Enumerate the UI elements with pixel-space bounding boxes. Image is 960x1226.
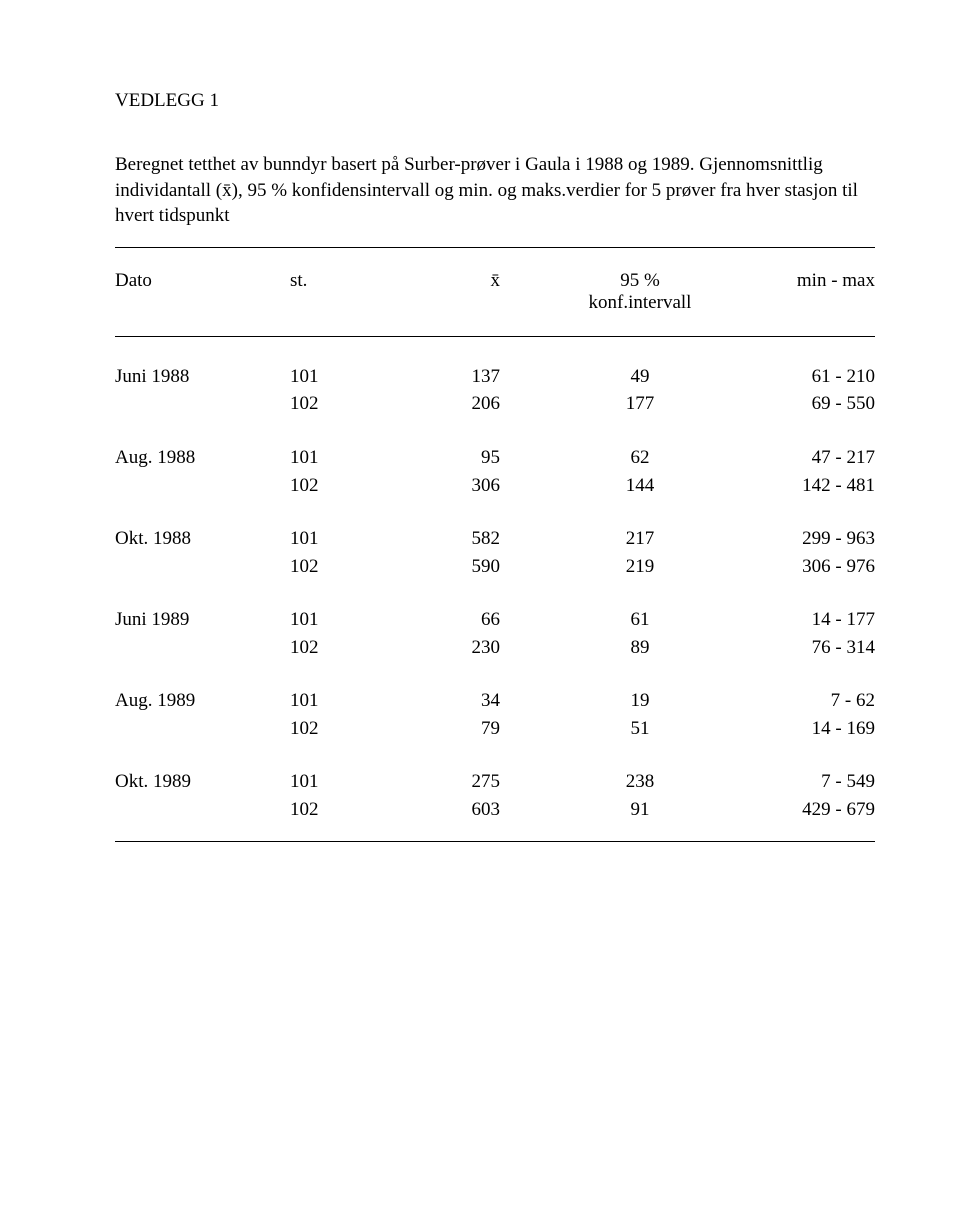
cell-conf: 51 — [560, 715, 720, 747]
cell-station: 101 — [290, 746, 420, 796]
cell-conf: 238 — [560, 746, 720, 796]
cell-minmax: 69 - 550 — [720, 390, 875, 422]
table-description: Beregnet tetthet av bunndyr basert på Su… — [115, 152, 900, 229]
col-header-conf-sub: konf.intervall — [560, 292, 720, 314]
cell-station: 102 — [290, 634, 420, 666]
cell-mean: 79 — [420, 715, 560, 747]
table-body: Juni 19881011374961 - 21010220617769 - 5… — [115, 336, 875, 842]
cell-minmax: 76 - 314 — [720, 634, 875, 666]
table-row: Juni 19881011374961 - 210 — [115, 336, 875, 390]
cell-station: 101 — [290, 584, 420, 634]
cell-minmax: 14 - 177 — [720, 584, 875, 634]
col-header-minmax: min - max — [720, 247, 875, 336]
cell-date — [115, 796, 290, 842]
cell-conf: 89 — [560, 634, 720, 666]
cell-date: Juni 1989 — [115, 584, 290, 634]
cell-mean: 275 — [420, 746, 560, 796]
cell-date: Okt. 1988 — [115, 503, 290, 553]
cell-minmax: 306 - 976 — [720, 553, 875, 585]
col-header-conf-top: 95 % — [620, 270, 660, 291]
cell-conf: 49 — [560, 336, 720, 390]
cell-minmax: 47 - 217 — [720, 422, 875, 472]
cell-mean: 603 — [420, 796, 560, 842]
cell-station: 102 — [290, 796, 420, 842]
cell-minmax: 61 - 210 — [720, 336, 875, 390]
col-header-dato: Dato — [115, 247, 290, 336]
cell-date: Juni 1988 — [115, 336, 290, 390]
cell-mean: 137 — [420, 336, 560, 390]
cell-date — [115, 553, 290, 585]
cell-mean: 306 — [420, 472, 560, 504]
cell-conf: 19 — [560, 665, 720, 715]
cell-station: 102 — [290, 390, 420, 422]
col-header-xbar: x̄ — [420, 247, 560, 336]
cell-conf: 62 — [560, 422, 720, 472]
table-row: 102306144142 - 481 — [115, 472, 875, 504]
table-row: 102795114 - 169 — [115, 715, 875, 747]
cell-date — [115, 472, 290, 504]
cell-minmax: 7 - 62 — [720, 665, 875, 715]
table-row: Okt. 1988101582217299 - 963 — [115, 503, 875, 553]
table-row: 10220617769 - 550 — [115, 390, 875, 422]
cell-station: 101 — [290, 503, 420, 553]
cell-conf: 177 — [560, 390, 720, 422]
appendix-title: VEDLEGG 1 — [115, 90, 900, 112]
table-row: Aug. 1988101956247 - 217 — [115, 422, 875, 472]
cell-minmax: 429 - 679 — [720, 796, 875, 842]
cell-station: 101 — [290, 422, 420, 472]
col-header-st: st. — [290, 247, 420, 336]
cell-mean: 590 — [420, 553, 560, 585]
cell-mean: 66 — [420, 584, 560, 634]
cell-mean: 582 — [420, 503, 560, 553]
cell-station: 102 — [290, 553, 420, 585]
table-row: Okt. 19891012752387 - 549 — [115, 746, 875, 796]
cell-conf: 61 — [560, 584, 720, 634]
density-table: Dato st. x̄ 95 % konf.intervall min - ma… — [115, 247, 875, 843]
cell-station: 101 — [290, 665, 420, 715]
cell-date: Aug. 1988 — [115, 422, 290, 472]
cell-conf: 219 — [560, 553, 720, 585]
cell-station: 102 — [290, 472, 420, 504]
cell-mean: 230 — [420, 634, 560, 666]
table-row: Juni 1989101666114 - 177 — [115, 584, 875, 634]
cell-mean: 95 — [420, 422, 560, 472]
cell-date: Okt. 1989 — [115, 746, 290, 796]
col-header-conf: 95 % konf.intervall — [560, 247, 720, 336]
cell-minmax: 7 - 549 — [720, 746, 875, 796]
cell-date — [115, 390, 290, 422]
cell-minmax: 14 - 169 — [720, 715, 875, 747]
cell-conf: 217 — [560, 503, 720, 553]
cell-minmax: 299 - 963 — [720, 503, 875, 553]
table-row: Aug. 198910134197 - 62 — [115, 665, 875, 715]
table-row: 102590219306 - 976 — [115, 553, 875, 585]
table-row: 10260391429 - 679 — [115, 796, 875, 842]
cell-date — [115, 715, 290, 747]
cell-station: 101 — [290, 336, 420, 390]
cell-date — [115, 634, 290, 666]
cell-conf: 91 — [560, 796, 720, 842]
table-row: 1022308976 - 314 — [115, 634, 875, 666]
cell-date: Aug. 1989 — [115, 665, 290, 715]
cell-station: 102 — [290, 715, 420, 747]
cell-minmax: 142 - 481 — [720, 472, 875, 504]
cell-mean: 34 — [420, 665, 560, 715]
cell-mean: 206 — [420, 390, 560, 422]
cell-conf: 144 — [560, 472, 720, 504]
